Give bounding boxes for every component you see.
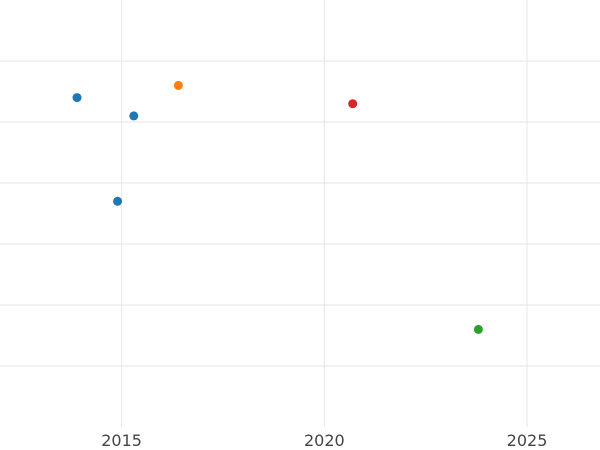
x-tick-label-2: 2025 <box>507 431 548 450</box>
data-point-3 <box>173 80 183 90</box>
data-point-2 <box>113 196 123 206</box>
x-tick-label-0: 2015 <box>101 431 142 450</box>
x-axis-tick-labels: 2015 2020 2025 <box>101 431 547 450</box>
x-tick-label-1: 2020 <box>304 431 345 450</box>
data-point-5 <box>473 324 483 334</box>
data-point-0 <box>72 93 82 103</box>
data-point-1 <box>129 111 139 121</box>
data-points <box>72 80 483 334</box>
data-point-4 <box>348 99 358 109</box>
gridlines <box>0 0 600 427</box>
